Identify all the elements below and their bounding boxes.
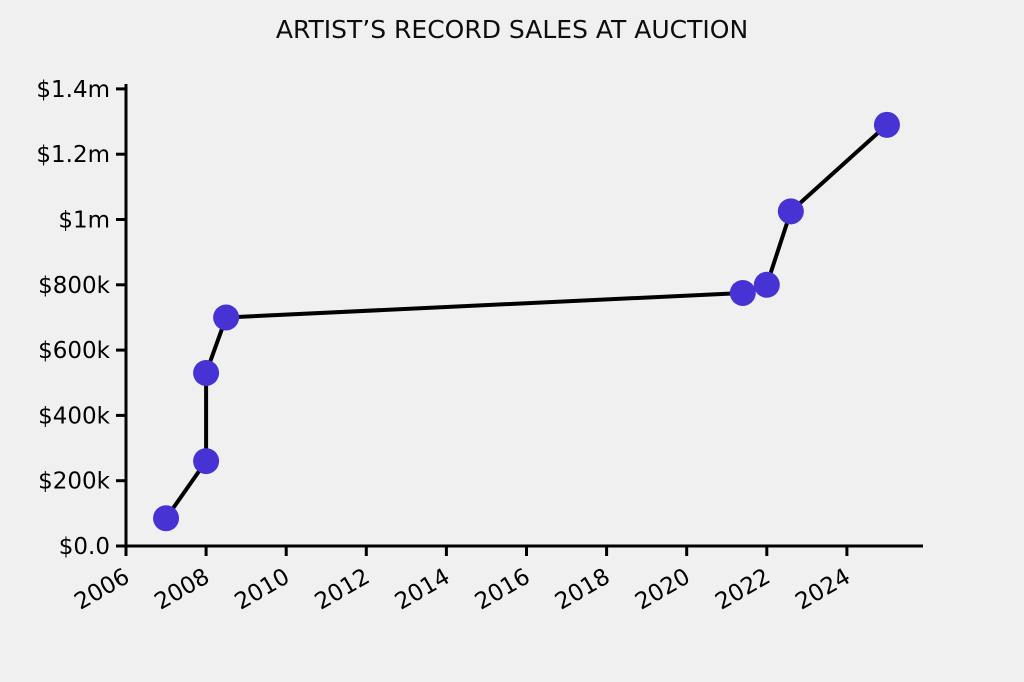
data-point-marker [193,359,220,386]
data-point-marker [729,279,756,306]
x-tick-label: 2018 [551,564,615,616]
y-tick-label: $0.0 [59,534,110,560]
x-tick-label: 2020 [631,564,695,616]
data-point-marker [753,271,780,298]
y-tick-label: $600k [38,338,111,364]
y-tick-label: $200k [38,469,111,495]
x-tick-label: 2010 [230,564,294,616]
x-tick-label: 2024 [791,564,855,616]
x-tick-label: 2014 [391,564,455,616]
chart-title: ARTIST’S RECORD SALES AT AUCTION [275,15,749,44]
x-tick-label: 2008 [150,564,214,616]
data-line [164,122,889,521]
x-tick-label: 2016 [471,564,535,616]
x-tick-label: 2012 [311,564,375,616]
x-tick-label: 2022 [711,564,775,616]
y-tick-label: $400k [38,403,111,429]
data-point-marker [777,198,804,225]
x-tick-label: 2006 [70,564,134,616]
data-point-marker [153,505,180,532]
y-tick-label: $800k [38,273,111,299]
y-tick-label: $1.2m [36,142,110,168]
data-point-marker [873,111,900,138]
y-tick-label: $1m [58,207,110,233]
data-point-marker [193,448,220,475]
data-point-marker [213,304,240,331]
y-tick-label: $1.4m [36,77,110,103]
